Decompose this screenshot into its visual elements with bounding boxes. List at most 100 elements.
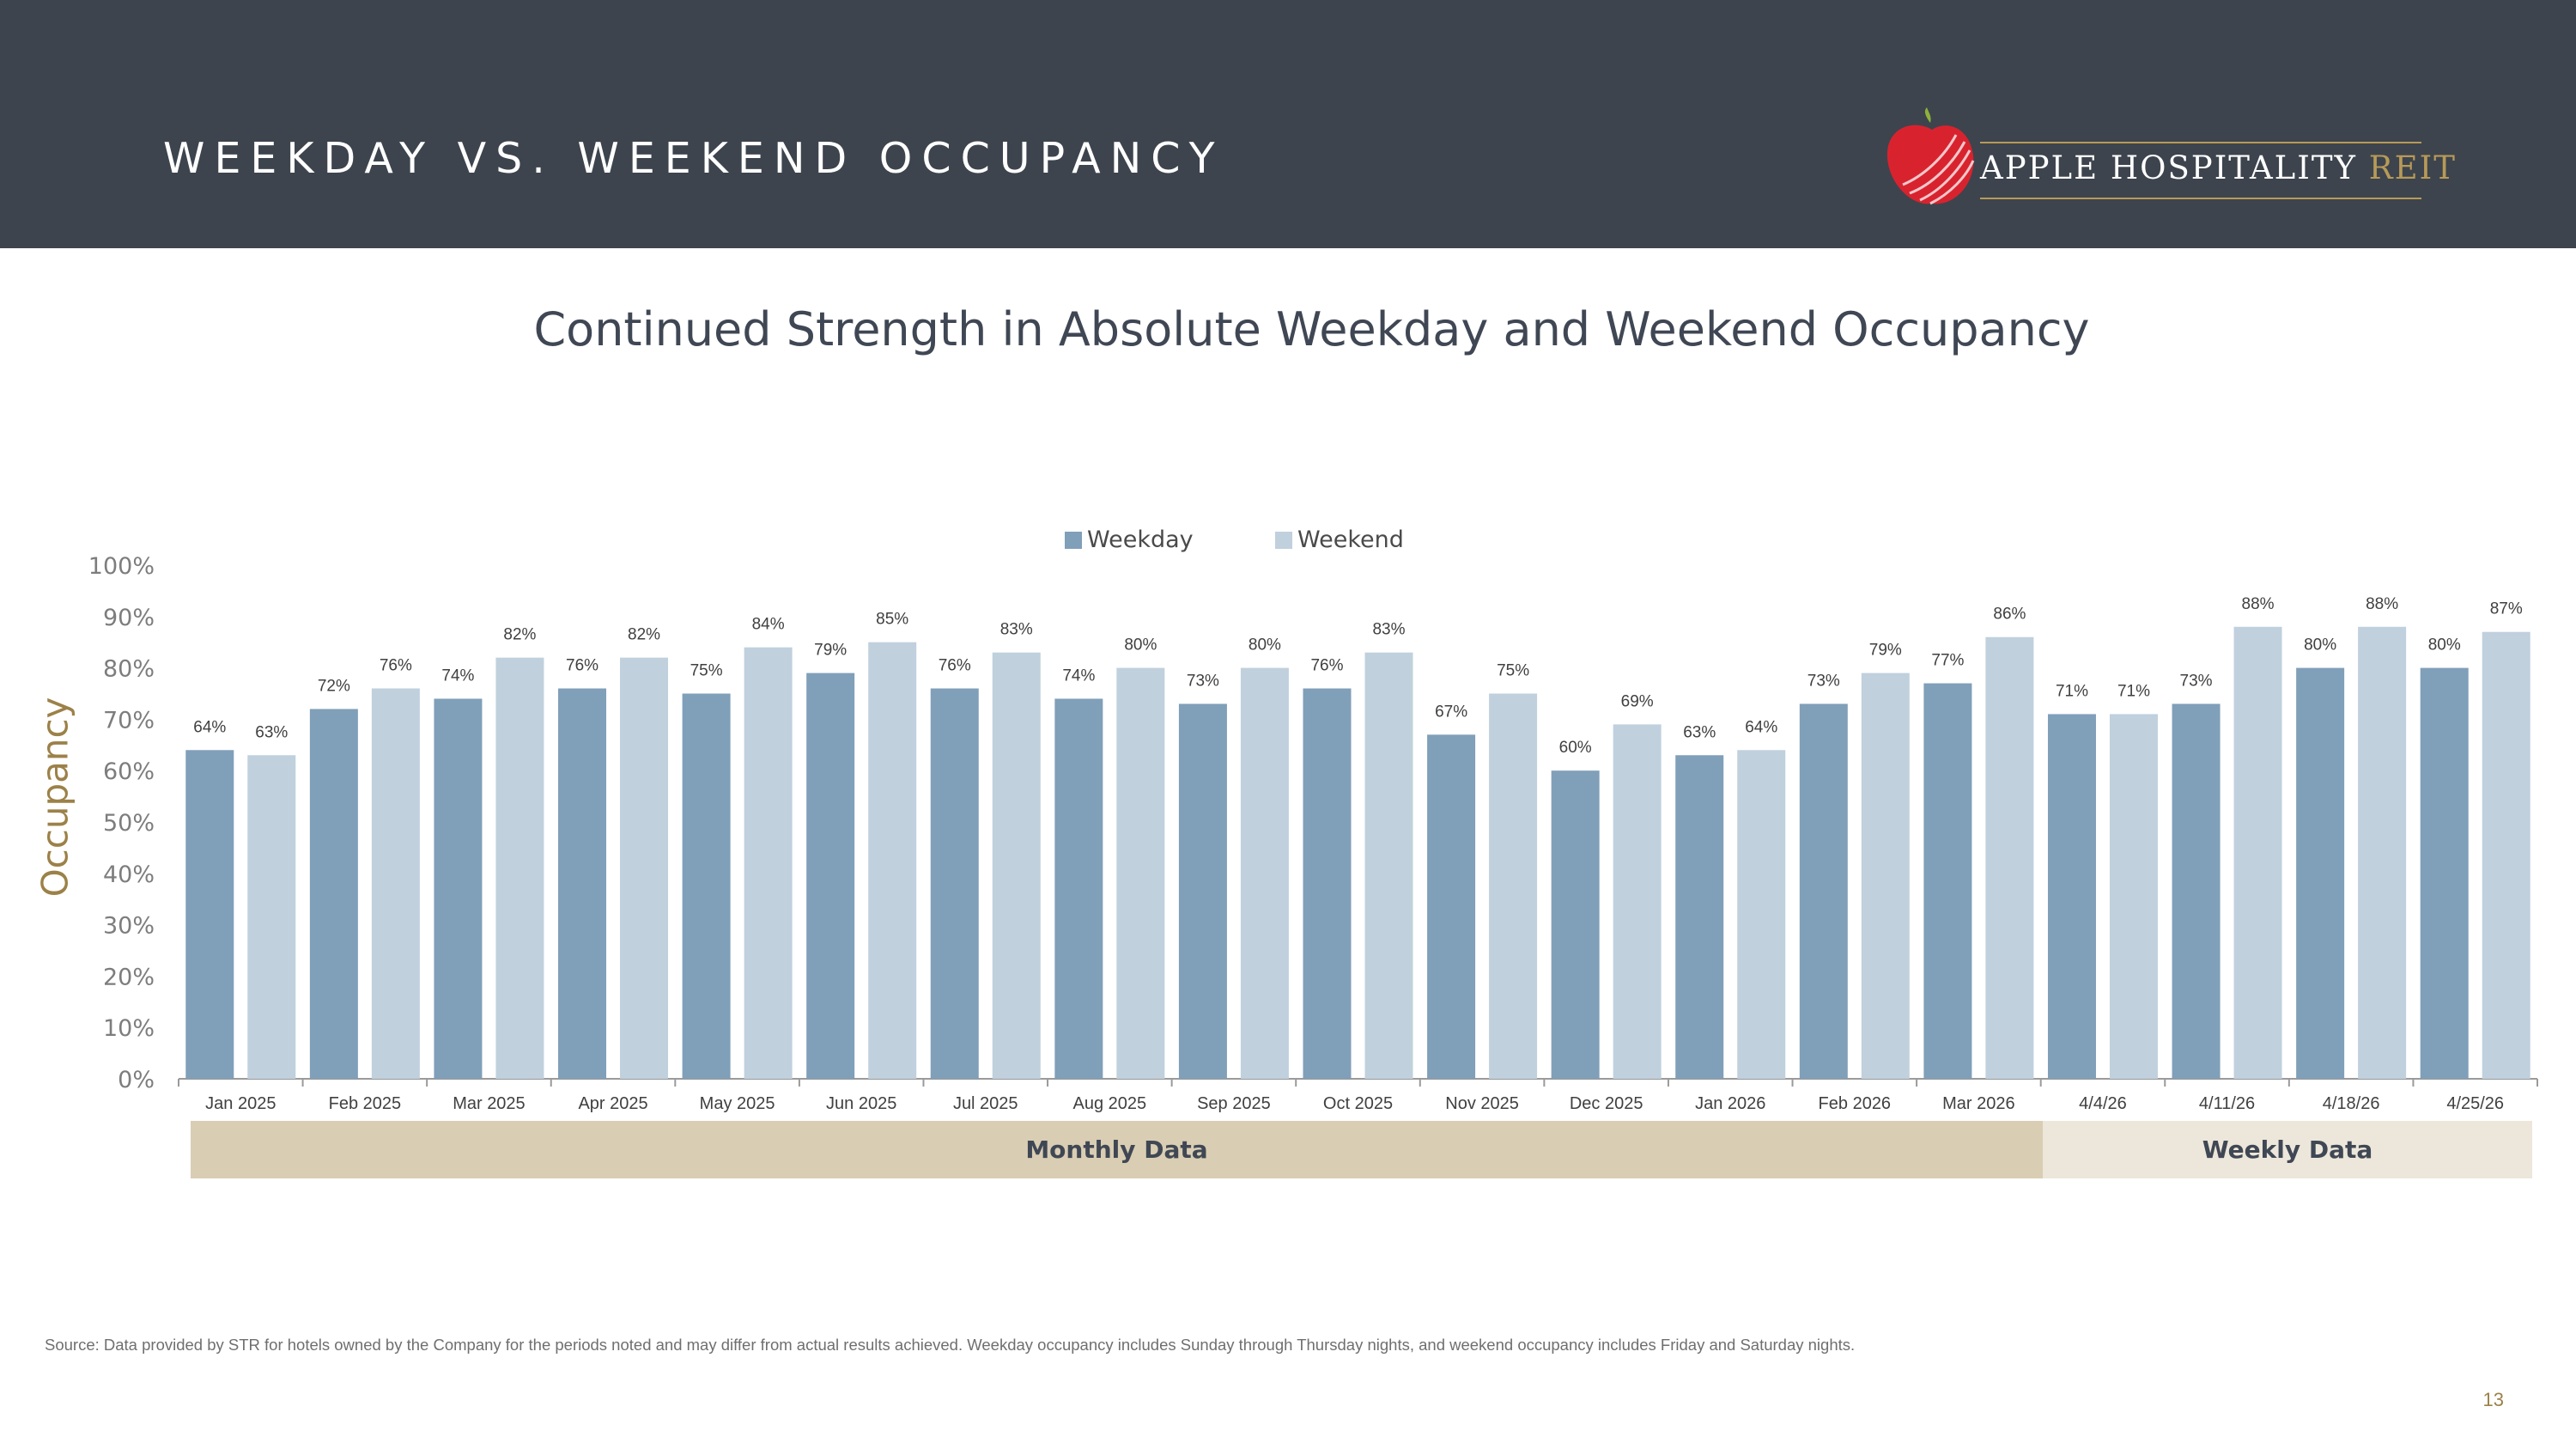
data-label-weekday: 75% (690, 662, 723, 680)
logo-rule-bottom (1980, 198, 2421, 199)
bar-weekday (1675, 755, 1724, 1079)
legend-item-weekend: Weekend (1275, 527, 1404, 553)
data-label-weekday: 74% (1062, 667, 1095, 685)
source-note: Source: Data provided by STR for hotels … (45, 1336, 1856, 1354)
chart-title: Continued Strength in Absolute Weekday a… (533, 302, 2090, 356)
bar-weekend (1985, 636, 2034, 1079)
data-label-weekday: 76% (566, 657, 598, 675)
legend-label-weekend: Weekend (1297, 527, 1404, 553)
data-label-weekday: 73% (1187, 672, 1219, 690)
data-label-weekend: 76% (380, 657, 412, 675)
x-tick-label: Feb 2026 (1819, 1094, 1892, 1113)
bar-weekend (1737, 750, 1786, 1079)
x-tick-label: 4/25/26 (2446, 1094, 2504, 1113)
bar-weekend (1613, 724, 1662, 1079)
bar-weekday (309, 709, 358, 1079)
x-tick-label: Feb 2025 (329, 1094, 402, 1113)
data-label-weekday: 64% (193, 718, 226, 736)
bar-weekday (434, 698, 483, 1079)
bar-weekday (1799, 703, 1848, 1079)
y-tick-label: 90% (103, 605, 155, 631)
bar-weekday (185, 750, 234, 1079)
data-label-weekend: 83% (1000, 621, 1033, 639)
data-label-weekend: 88% (2242, 595, 2275, 613)
page-number: 13 (2482, 1389, 2504, 1410)
bar-weekday (1923, 683, 1972, 1079)
x-tick-label: 4/4/26 (2079, 1094, 2127, 1113)
x-tick-label: Mar 2025 (453, 1094, 526, 1113)
bar-weekday (1303, 688, 1352, 1079)
bar-weekend (2109, 714, 2158, 1079)
data-label-weekend: 88% (2366, 595, 2398, 613)
bar-weekday (2420, 667, 2469, 1079)
bar-weekend (992, 652, 1041, 1079)
bar-weekday (2172, 703, 2221, 1079)
bar-weekday (682, 693, 731, 1079)
data-label-weekday: 80% (2428, 636, 2461, 654)
data-label-weekday: 80% (2304, 636, 2336, 654)
bar-weekend (620, 657, 669, 1079)
bar-weekend (2358, 626, 2407, 1079)
x-tick-label: Dec 2025 (1570, 1094, 1643, 1113)
data-label-weekday: 76% (939, 657, 971, 675)
legend-swatch-weekday (1065, 531, 1082, 549)
bar-weekday (1054, 698, 1103, 1079)
header-bar: WEEKDAY VS. WEEKEND OCCUPANCY APPLE HOSP… (0, 0, 2576, 248)
logo-name: APPLE HOSPITALITY (1980, 149, 2357, 186)
bar-weekend (1489, 693, 1538, 1079)
bar-weekday (1551, 770, 1600, 1079)
bar-weekday (558, 688, 607, 1079)
data-label-weekend: 84% (752, 616, 785, 634)
x-tick-label: Sep 2025 (1197, 1094, 1271, 1113)
x-tick-label: Mar 2026 (1942, 1094, 2015, 1113)
bar-weekend (2233, 626, 2282, 1079)
bar-weekday (806, 673, 855, 1079)
data-label-weekend: 85% (876, 611, 908, 629)
data-label-weekday: 63% (1683, 723, 1716, 741)
data-label-weekday: 79% (814, 642, 847, 660)
data-label-weekday: 77% (1931, 652, 1964, 670)
legend-swatch-weekend (1275, 531, 1292, 549)
x-tick-label: 4/11/26 (2199, 1094, 2255, 1113)
data-label-weekday: 67% (1435, 703, 1467, 721)
data-label-weekday: 71% (2056, 682, 2088, 700)
data-label-weekend: 86% (1993, 606, 2026, 624)
y-tick-label: 60% (103, 758, 155, 785)
bar-weekday (1178, 703, 1227, 1079)
data-label-weekend: 82% (628, 626, 660, 644)
x-tick-label: Jul 2025 (953, 1094, 1018, 1113)
data-label-weekend: 75% (1497, 662, 1529, 680)
y-tick-label: 70% (103, 707, 155, 734)
x-tick-label: Oct 2025 (1323, 1094, 1393, 1113)
bar-weekend (868, 642, 917, 1079)
bar-weekend (495, 657, 544, 1079)
y-tick-label: 40% (103, 861, 155, 888)
bar-weekend (744, 647, 793, 1079)
y-tick-label: 10% (103, 1015, 155, 1042)
bar-weekend (1116, 667, 1165, 1079)
x-tick-label: Aug 2025 (1073, 1094, 1147, 1113)
x-tick-label: Jan 2026 (1695, 1094, 1765, 1113)
bar-weekend (247, 755, 296, 1079)
y-tick-label: 100% (88, 553, 155, 580)
y-tick-label: 20% (103, 964, 155, 990)
bar-weekday (930, 688, 979, 1079)
bar-weekend (1364, 652, 1413, 1079)
bar-weekday (1427, 734, 1476, 1079)
data-label-weekend: 63% (255, 723, 288, 741)
data-label-weekday: 60% (1559, 739, 1592, 757)
legend-label-weekday: Weekday (1087, 527, 1194, 553)
data-label-weekend: 71% (2117, 682, 2150, 700)
apple-logo-icon (1886, 107, 1975, 205)
data-label-weekday: 76% (1310, 657, 1343, 675)
data-label-weekend: 64% (1745, 718, 1777, 736)
x-tick-label: 4/18/26 (2323, 1094, 2380, 1113)
data-label-weekday: 73% (2180, 672, 2213, 690)
bar-weekday (2047, 714, 2096, 1079)
x-tick-label: Jun 2025 (826, 1094, 896, 1113)
x-tick-label: May 2025 (700, 1094, 775, 1113)
data-label-weekend: 87% (2490, 600, 2523, 618)
bar-weekend (1240, 667, 1289, 1079)
bar-weekend (1861, 673, 1910, 1079)
